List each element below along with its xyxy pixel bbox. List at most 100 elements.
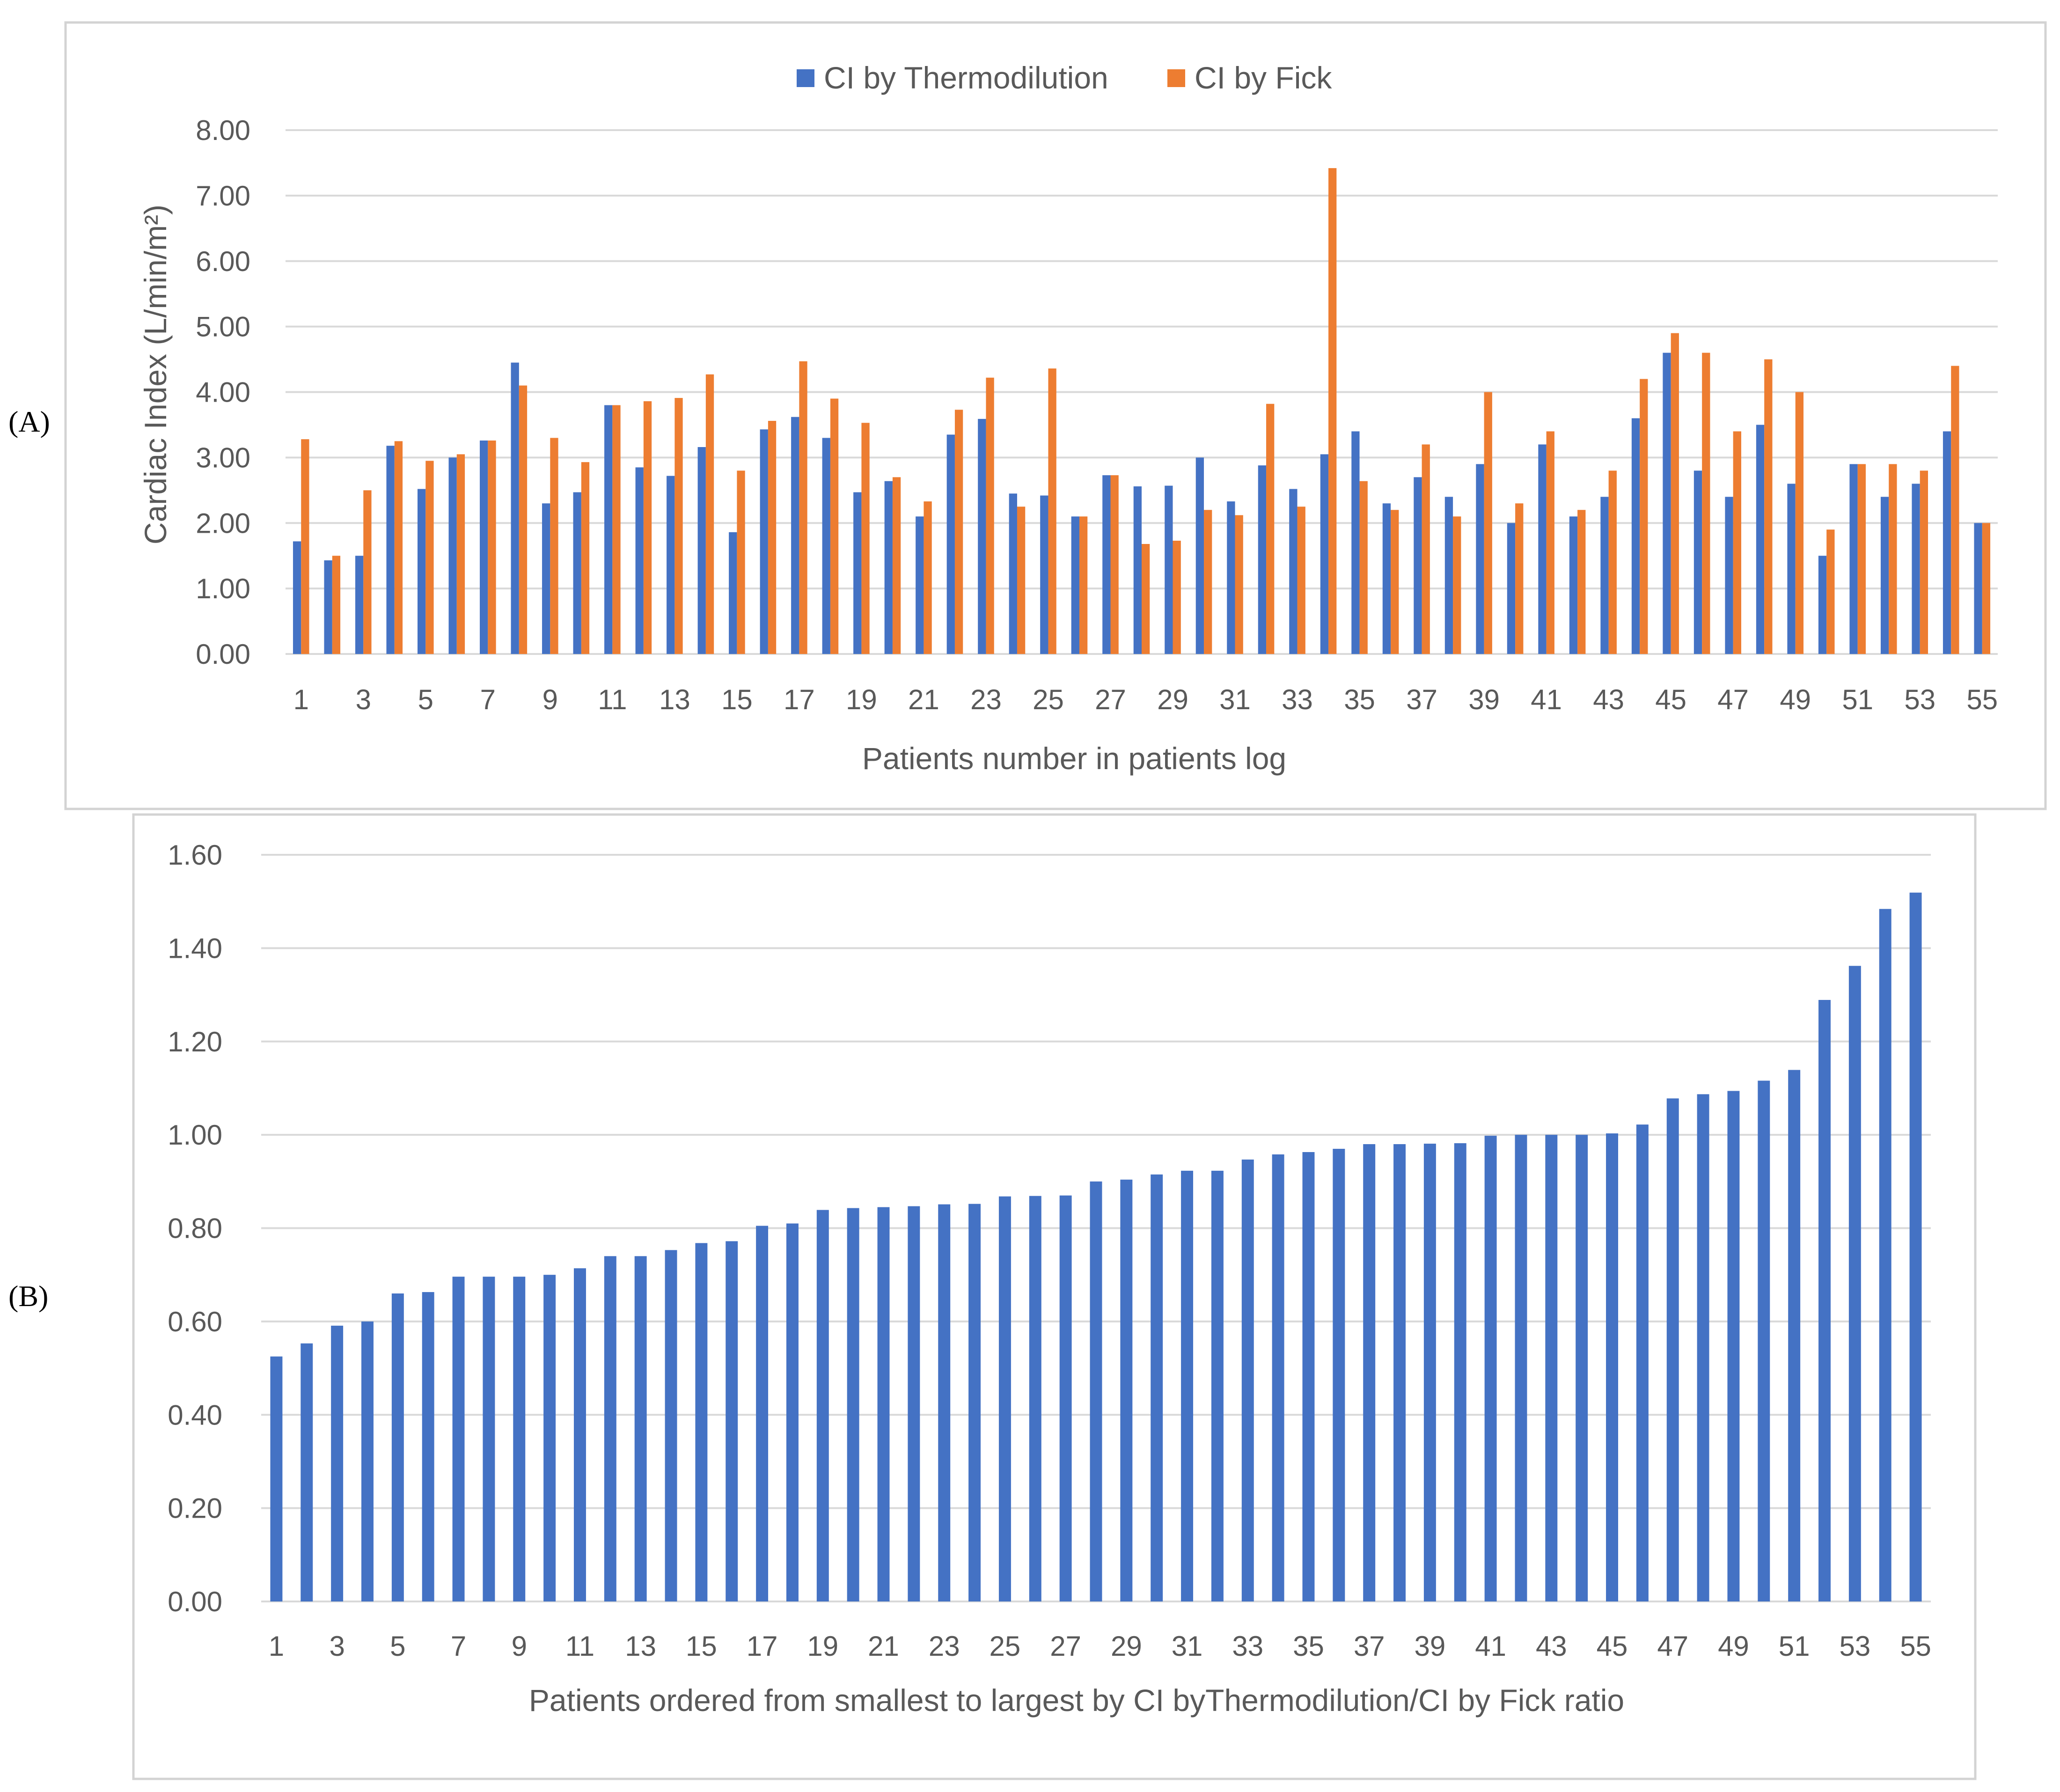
x-tick-label: 55 — [1966, 684, 1998, 715]
bar-fick-6 — [456, 454, 465, 654]
y-tick-label: 1.60 — [168, 839, 222, 871]
bar-ratio-5 — [391, 1293, 404, 1601]
bar-ratio-53 — [1848, 966, 1861, 1601]
bar-thermodilution-42 — [1569, 516, 1578, 654]
panel-a-label: (A) — [8, 405, 50, 438]
bar-ratio-35 — [1302, 1152, 1315, 1601]
x-tick-label: 29 — [1111, 1630, 1142, 1662]
bar-thermodilution-21 — [916, 516, 924, 654]
bar-fick-21 — [924, 501, 932, 654]
bar-thermodilution-50 — [1818, 556, 1827, 654]
bar-thermodilution-40 — [1507, 523, 1516, 654]
y-tick-label: 0.40 — [168, 1399, 222, 1431]
x-tick-label: 15 — [721, 684, 753, 715]
bar-ratio-28 — [1090, 1181, 1102, 1601]
bar-fick-22 — [954, 410, 963, 654]
panel-a-bars — [293, 168, 1991, 654]
bar-ratio-13 — [634, 1256, 647, 1601]
bar-fick-39 — [1484, 392, 1492, 654]
bar-thermodilution-44 — [1631, 418, 1640, 654]
bar-thermodilution-53 — [1912, 484, 1920, 654]
bar-thermodilution-22 — [946, 434, 955, 654]
bar-thermodilution-34 — [1320, 454, 1329, 654]
bar-thermodilution-25 — [1040, 495, 1048, 654]
bar-thermodilution-51 — [1849, 464, 1858, 654]
bar-thermodilution-15 — [729, 532, 737, 654]
bar-ratio-1 — [270, 1356, 283, 1601]
x-tick-label: 47 — [1657, 1630, 1688, 1662]
bar-thermodilution-8 — [511, 362, 519, 654]
bar-fick-2 — [332, 556, 341, 654]
x-tick-label: 3 — [356, 684, 371, 715]
legend-label-thermodilution: CI by Thermodilution — [824, 60, 1108, 95]
bar-fick-12 — [643, 401, 652, 654]
x-tick-label: 23 — [970, 684, 1002, 715]
bar-ratio-49 — [1727, 1091, 1740, 1601]
bar-fick-13 — [674, 398, 683, 654]
bar-fick-49 — [1795, 392, 1803, 654]
x-tick-label: 35 — [1293, 1630, 1324, 1662]
bar-thermodilution-35 — [1351, 431, 1360, 654]
bar-thermodilution-2 — [324, 560, 332, 654]
bar-fick-52 — [1889, 464, 1897, 654]
bar-thermodilution-54 — [1943, 431, 1951, 654]
x-tick-label: 21 — [908, 684, 939, 715]
bar-fick-34 — [1328, 168, 1337, 654]
bar-ratio-32 — [1211, 1170, 1224, 1601]
y-tick-label: 0.80 — [168, 1213, 222, 1244]
bar-ratio-29 — [1120, 1179, 1133, 1601]
bar-ratio-27 — [1059, 1195, 1072, 1601]
x-tick-label: 45 — [1597, 1630, 1628, 1662]
bar-ratio-22 — [908, 1206, 920, 1601]
x-tick-label: 55 — [1900, 1630, 1931, 1662]
bar-fick-27 — [1110, 475, 1119, 654]
bar-thermodilution-6 — [448, 457, 457, 654]
bar-thermodilution-26 — [1071, 516, 1079, 654]
bar-ratio-19 — [816, 1210, 829, 1601]
bar-thermodilution-23 — [978, 419, 986, 654]
bar-thermodilution-45 — [1663, 353, 1671, 654]
bar-fick-25 — [1048, 368, 1056, 654]
bar-fick-43 — [1608, 470, 1617, 654]
bar-thermodilution-14 — [697, 447, 706, 654]
bar-ratio-41 — [1484, 1136, 1497, 1601]
panel-a-gridlines — [286, 129, 1998, 655]
bar-fick-36 — [1391, 510, 1399, 654]
bar-ratio-20 — [847, 1208, 859, 1601]
bar-thermodilution-49 — [1787, 484, 1796, 654]
legend-swatch-fick — [1167, 69, 1185, 87]
x-tick-label: 17 — [747, 1630, 778, 1662]
bar-thermodilution-20 — [884, 481, 893, 654]
bar-thermodilution-43 — [1600, 497, 1609, 654]
x-tick-label: 23 — [929, 1630, 960, 1662]
bar-ratio-39 — [1423, 1144, 1436, 1601]
bar-ratio-15 — [695, 1243, 708, 1601]
y-tick-label: 6.00 — [196, 246, 250, 277]
x-tick-label: 19 — [846, 684, 877, 715]
bar-ratio-38 — [1393, 1144, 1406, 1601]
x-tick-label: 39 — [1415, 1630, 1446, 1662]
bar-ratio-50 — [1758, 1080, 1770, 1601]
bar-thermodilution-41 — [1538, 444, 1547, 654]
bar-ratio-26 — [1029, 1196, 1041, 1601]
bar-fick-40 — [1515, 503, 1524, 654]
panel-b-x-tick-labels: 1 3 5 7 9 11 13 15 17 19 21 23 25 27 29 31 33 35 37 39 41 43 4… — [269, 1630, 1931, 1662]
x-tick-label: 31 — [1172, 1630, 1203, 1662]
bar-fick-18 — [830, 398, 839, 654]
bar-thermodilution-29 — [1165, 485, 1173, 654]
panel-a-x-axis-title: Patients number in patients log — [862, 741, 1286, 776]
bar-thermodilution-1 — [293, 541, 301, 654]
bar-fick-29 — [1173, 541, 1181, 654]
bar-ratio-54 — [1879, 909, 1891, 1601]
bar-thermodilution-46 — [1693, 470, 1702, 654]
bar-ratio-44 — [1576, 1135, 1588, 1601]
bar-ratio-8 — [483, 1277, 495, 1601]
bar-fick-3 — [363, 490, 372, 654]
x-tick-label: 47 — [1717, 684, 1749, 715]
y-tick-label: 0.20 — [168, 1493, 222, 1524]
bar-ratio-12 — [604, 1256, 616, 1601]
bar-fick-15 — [737, 470, 745, 654]
bar-fick-37 — [1422, 444, 1430, 654]
bar-thermodilution-18 — [822, 438, 830, 654]
x-tick-label: 49 — [1780, 684, 1811, 715]
